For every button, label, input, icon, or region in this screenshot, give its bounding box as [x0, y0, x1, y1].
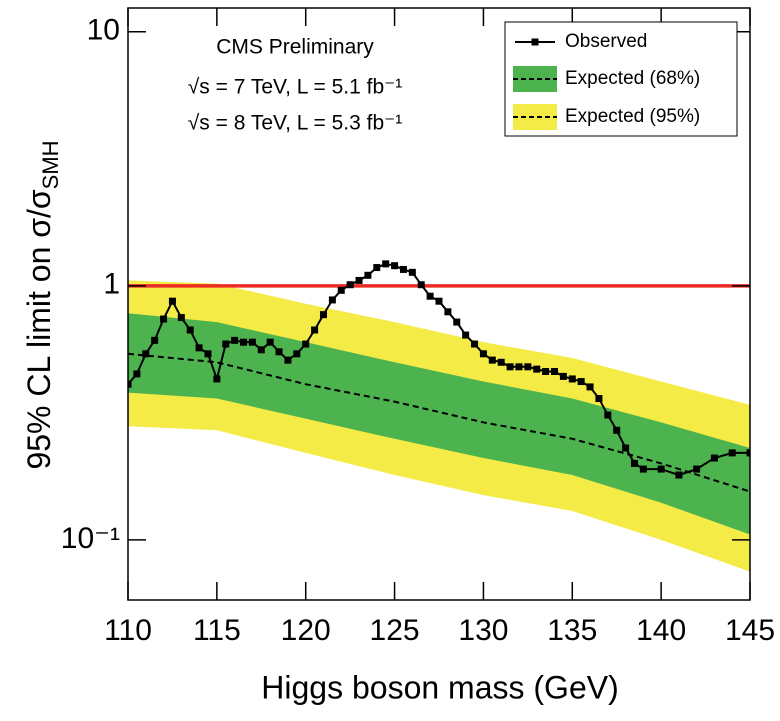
y-axis-label: 95% CL limit on σ/σSMH: [21, 140, 62, 469]
observed-point: [382, 260, 390, 268]
observed-point: [231, 336, 239, 344]
observed-point: [417, 281, 425, 289]
x-tick-label: 140: [636, 614, 686, 647]
observed-point: [586, 383, 594, 391]
observed-point: [128, 380, 132, 388]
legend-label: Expected (68%): [565, 68, 700, 89]
observed-point: [639, 465, 647, 473]
observed-point: [364, 271, 372, 279]
observed-point: [524, 363, 532, 371]
observed-point: [319, 311, 327, 319]
y-tick-label: 10⁻¹: [61, 522, 120, 555]
observed-point: [559, 372, 567, 380]
x-tick-label: 120: [281, 614, 331, 647]
observed-point: [293, 350, 301, 358]
observed-point: [222, 340, 230, 348]
annotation: CMS Preliminary: [216, 36, 374, 59]
observed-point: [337, 286, 345, 294]
observed-point: [302, 340, 310, 348]
legend-label: Expected (95%): [565, 106, 700, 127]
observed-point: [453, 318, 461, 326]
observed-point: [195, 344, 203, 352]
annotation: √s = 7 TeV, L = 5.1 fb⁻¹: [188, 76, 402, 99]
observed-point: [160, 315, 168, 323]
observed-point: [551, 368, 559, 376]
observed-point: [168, 297, 176, 305]
observed-point: [426, 292, 434, 300]
observed-point: [275, 348, 283, 356]
observed-point: [728, 449, 736, 457]
observed-point: [177, 314, 185, 322]
observed-point: [479, 350, 487, 358]
plot-area: [128, 260, 750, 572]
observed-point: [506, 363, 514, 371]
observed-point: [240, 338, 248, 346]
observed-point: [373, 264, 381, 272]
observed-point: [248, 338, 256, 346]
x-tick-label: 110: [104, 614, 152, 647]
observed-point: [435, 297, 443, 305]
observed-point: [186, 326, 194, 334]
observed-point: [568, 375, 576, 383]
observed-point: [328, 296, 336, 304]
y-axis-label-sub: SMH: [38, 140, 63, 189]
observed-point: [257, 346, 265, 354]
y-tick-label: 10: [87, 14, 120, 47]
observed-point: [613, 426, 621, 434]
y-axis-label-text: 95% CL limit on σ/σ: [21, 189, 57, 469]
annotation: √s = 8 TeV, L = 5.3 fb⁻¹: [188, 112, 402, 135]
observed-point: [213, 375, 221, 383]
observed-point: [497, 358, 505, 366]
observed-point: [533, 365, 541, 373]
observed-point: [133, 370, 141, 378]
observed-point: [311, 326, 319, 334]
observed-point: [204, 350, 212, 358]
plot-frame: [127, 7, 751, 601]
observed-point: [693, 465, 701, 473]
observed-point: [444, 308, 452, 316]
x-axis-label: Higgs boson mass (GeV): [261, 669, 618, 705]
legend-swatch: [531, 38, 539, 46]
observed-point: [604, 411, 612, 419]
y-tick-label: 1: [103, 268, 120, 301]
legend-label: Observed: [565, 31, 647, 52]
legend-swatch: [513, 104, 557, 130]
observed-point: [391, 262, 399, 270]
observed-point: [471, 340, 479, 348]
observed-point: [515, 363, 523, 371]
observed-point: [462, 331, 470, 339]
observed-point: [630, 459, 638, 467]
observed-point: [622, 444, 630, 452]
observed-point: [284, 356, 292, 364]
plot-content: [128, 260, 750, 572]
legend-swatch: [513, 66, 557, 92]
observed-point: [675, 471, 683, 479]
observed-point: [142, 350, 150, 358]
observed-point: [408, 268, 416, 276]
observed-point: [151, 336, 159, 344]
observed-point: [746, 449, 750, 457]
observed-point: [657, 465, 665, 473]
observed-point: [266, 338, 274, 346]
observed-point: [542, 368, 550, 376]
observed-point: [346, 281, 354, 289]
observed-point: [399, 265, 407, 273]
expected-line: [128, 352, 750, 493]
observed-point: [355, 276, 363, 284]
x-tick-label: 130: [458, 614, 508, 647]
observed-point: [710, 454, 718, 462]
x-tick-label: 135: [547, 614, 597, 647]
x-tick-label: 115: [193, 614, 241, 647]
x-tick-label: 125: [370, 614, 420, 647]
observed-point: [595, 395, 603, 403]
observed-point: [488, 356, 496, 364]
observed-point: [577, 378, 585, 386]
band: [128, 313, 750, 535]
x-tick-label: 145: [725, 614, 775, 647]
